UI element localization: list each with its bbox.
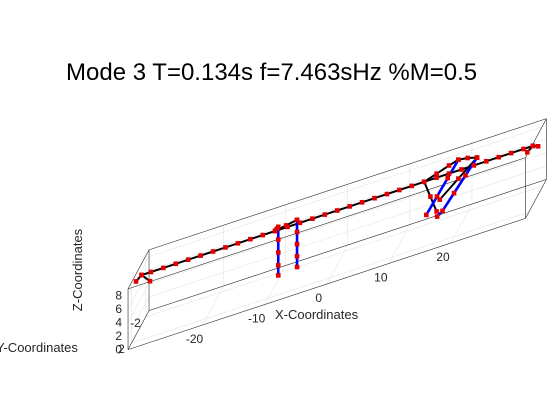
node-marker [397,187,402,193]
node-marker [409,183,415,189]
node-marker [428,194,433,199]
node-marker [456,176,461,181]
x-axis-label: X-Coordinates [275,307,359,322]
node-marker [185,257,191,262]
node-marker [275,250,281,255]
y-axis-label: Y-Coordinates [0,340,78,355]
node-marker [463,173,468,178]
z-tick-label: 2 [115,329,122,343]
node-marker [173,261,179,267]
x-tick-label: -10 [248,312,266,326]
node-marker [524,149,530,155]
node-marker [424,212,429,218]
node-marker [483,159,489,164]
node-marker [521,146,526,152]
node-marker [508,150,514,156]
box-edge [148,179,547,311]
node-marker [147,278,153,284]
node-marker [275,237,281,242]
pier-line [425,159,460,216]
node-marker [275,262,281,268]
grid-line [145,185,544,318]
node-marker [530,143,536,149]
node-marker [440,208,445,214]
node-marker [456,157,461,163]
x-tick-label: 0 [315,291,322,305]
node-marker [322,212,328,217]
node-marker [248,236,253,242]
node-marker [384,191,390,197]
z-tick-label: 4 [115,316,122,330]
x-tick-label: -20 [186,332,204,346]
x-tick-label: 10 [374,271,388,285]
chart-title: Mode 3 T=0.134s f=7.463sHz %M=0.5 [66,59,477,86]
node-marker [260,232,266,238]
node-marker [294,217,300,223]
node-marker [139,272,144,278]
node-marker [294,253,300,259]
node-marker [446,171,452,176]
node-marker [434,209,439,214]
node-marker [198,253,203,258]
box-edge [127,218,526,350]
grid-line [131,211,530,344]
node-marker [359,200,365,205]
y-tick-label: 2 [118,342,125,356]
node-marker [445,175,450,181]
node-marker [297,220,303,226]
node-marker [148,269,154,275]
node-marker [434,214,440,219]
x-tick-label: 20 [436,250,450,264]
node-marker [275,224,281,230]
node-marker [434,194,440,199]
z-axis-label: Z-Coordinates [70,228,85,311]
node-marker [133,279,139,284]
grid-line [148,165,547,298]
z-tick-label: 8 [115,289,122,303]
node-marker [434,171,439,176]
z-tick-label: 6 [115,302,122,316]
node-marker [347,204,352,209]
node-marker [210,249,216,254]
node-marker [294,264,300,270]
box-edge [148,118,547,251]
node-marker [471,163,477,168]
node-marker [451,190,457,196]
structure-lines [135,144,539,283]
node-marker [496,154,502,160]
y-tick-label: -2 [130,316,141,330]
node-marker [372,195,377,201]
node-marker [294,241,300,247]
node-marker [535,144,541,149]
node-marker [310,216,315,221]
node-marker [334,208,340,213]
node-marker [275,273,281,278]
node-marker [283,223,289,228]
node-marker [474,155,480,160]
node-marker [437,197,443,202]
node-marker [272,228,278,234]
box-edge [127,249,150,289]
deck-line [423,158,459,183]
node-marker [434,175,439,180]
box-edge [525,179,547,219]
node-marker [161,265,166,271]
node-marker [465,155,470,161]
node-marker [294,229,300,235]
node-marker [421,179,427,185]
node-marker [223,245,228,250]
node-marker [235,241,241,246]
structure-nodes [133,143,541,284]
box-edge [127,310,150,350]
grid-line [148,152,547,284]
grid-line [148,125,547,257]
z-tick-label: 0 [115,343,122,357]
node-marker [459,167,464,172]
node-marker [446,163,452,168]
